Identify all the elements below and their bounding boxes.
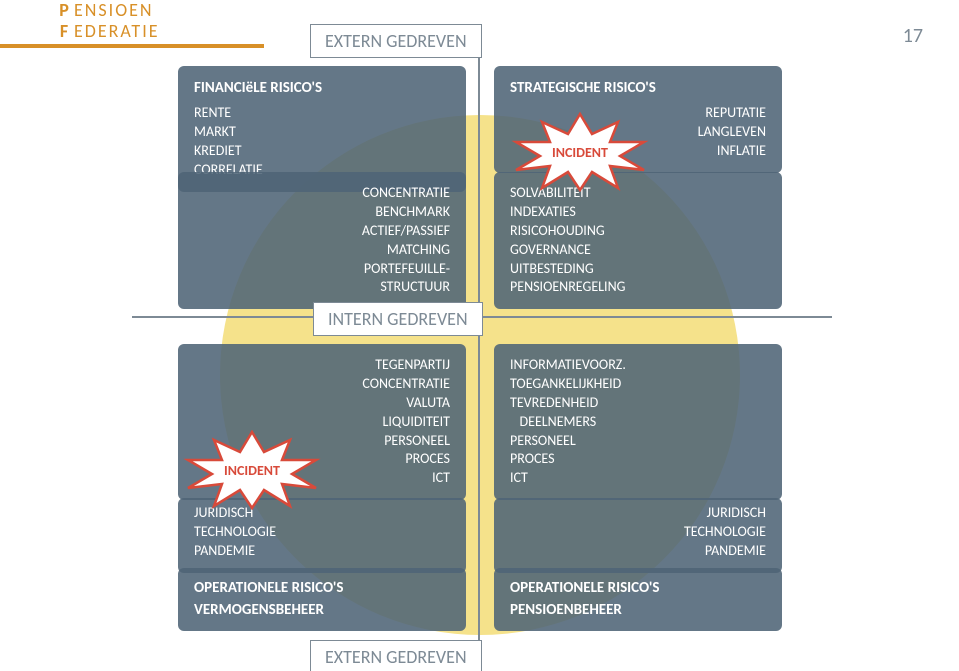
list-item: MARKT xyxy=(194,123,450,142)
list-item: TOEGANKELIJKHEID xyxy=(510,375,766,394)
title-line-2: VERMOGENSBEHEER xyxy=(194,600,450,620)
list-item: TEGENPARTIJ xyxy=(194,356,450,375)
axis-label-mid: INTERN GEDREVEN xyxy=(313,302,483,336)
list-item: CONCENTRATIE xyxy=(194,184,450,203)
quadrant-list: JURIDISCHTECHNOLOGIEPANDEMIE xyxy=(510,504,766,561)
quadrant-title: FINANCIëLE RISICO'S xyxy=(194,78,450,98)
incident-burst-top: INCIDENT xyxy=(510,112,650,192)
list-item: LIQUIDITEIT xyxy=(194,413,450,432)
list-item: PORTEFEUILLE- xyxy=(194,260,450,279)
list-item: GOVERNANCE xyxy=(510,241,766,260)
title-line-1: OPERATIONELE RISICO'S xyxy=(194,578,450,598)
list-item: MATCHING xyxy=(194,241,450,260)
quadrant-list: INFORMATIEVOORZ.TOEGANKELIJKHEIDTEVREDEN… xyxy=(510,356,766,488)
quadrant-oppb-tail: JURIDISCHTECHNOLOGIEPANDEMIE xyxy=(494,498,782,573)
quadrant-opvm-title: OPERATIONELE RISICO'S VERMOGENSBEHEER xyxy=(178,568,466,631)
list-item: RISICOHOUDING xyxy=(510,222,766,241)
axis-vertical xyxy=(478,46,480,651)
list-item: PENSIOENREGELING xyxy=(510,278,766,297)
list-item: PROCES xyxy=(510,450,766,469)
list-item: JURIDISCH xyxy=(510,504,766,523)
burst-label: INCIDENT xyxy=(224,462,280,479)
quadrant-oppb-block: INFORMATIEVOORZ.TOEGANKELIJKHEIDTEVREDEN… xyxy=(494,344,782,500)
list-item: CONCENTRATIE xyxy=(194,375,450,394)
risk-quadrant-diagram: EXTERN GEDREVEN INTERN GEDREVEN EXTERN G… xyxy=(0,0,959,671)
quadrant-list: JURIDISCHTECHNOLOGIEPANDEMIE xyxy=(194,504,450,561)
list-item: UITBESTEDING xyxy=(510,260,766,279)
list-item: TECHNOLOGIE xyxy=(194,523,450,542)
quadrant-list: RENTEMARKTKREDIETCORRELATIE xyxy=(194,104,450,180)
quadrant-title: STRATEGISCHE RISICO'S xyxy=(510,78,766,98)
list-item: INFORMATIEVOORZ. xyxy=(510,356,766,375)
burst-label: INCIDENT xyxy=(552,144,608,161)
incident-burst-bottom: INCIDENT xyxy=(182,430,322,510)
quadrant-oppb-title: OPERATIONELE RISICO'S PENSIOENBEHEER xyxy=(494,568,782,631)
list-item: INDEXATIES xyxy=(510,203,766,222)
quadrant-list: CONCENTRATIEBENCHMARKACTIEF/PASSIEFMATCH… xyxy=(194,184,450,297)
list-item: STRUCTUUR xyxy=(194,278,450,297)
list-item: TECHNOLOGIE xyxy=(510,523,766,542)
list-item: PANDEMIE xyxy=(194,542,450,561)
list-item: KREDIET xyxy=(194,142,450,161)
list-item: BENCHMARK xyxy=(194,203,450,222)
title-line-1: OPERATIONELE RISICO'S xyxy=(510,578,766,598)
list-item: VALUTA xyxy=(194,394,450,413)
quadrant-financial-lower: CONCENTRATIEBENCHMARKACTIEF/PASSIEFMATCH… xyxy=(178,172,466,309)
axis-label-bottom: EXTERN GEDREVEN xyxy=(310,640,482,671)
quadrant-strategic-lower: SOLVABILITEITINDEXATIESRISICOHOUDINGGOVE… xyxy=(494,172,782,309)
quadrant-list: SOLVABILITEITINDEXATIESRISICOHOUDINGGOVE… xyxy=(510,184,766,297)
list-item: ICT xyxy=(510,469,766,488)
title-line-2: PENSIOENBEHEER xyxy=(510,600,766,620)
list-item: PERSONEEL xyxy=(510,432,766,451)
axis-label-top: EXTERN GEDREVEN xyxy=(310,24,482,58)
list-item: DEELNEMERS xyxy=(510,413,766,432)
list-item: ACTIEF/PASSIEF xyxy=(194,222,450,241)
list-item: PANDEMIE xyxy=(510,542,766,561)
list-item: TEVREDENHEID xyxy=(510,394,766,413)
list-item: RENTE xyxy=(194,104,450,123)
